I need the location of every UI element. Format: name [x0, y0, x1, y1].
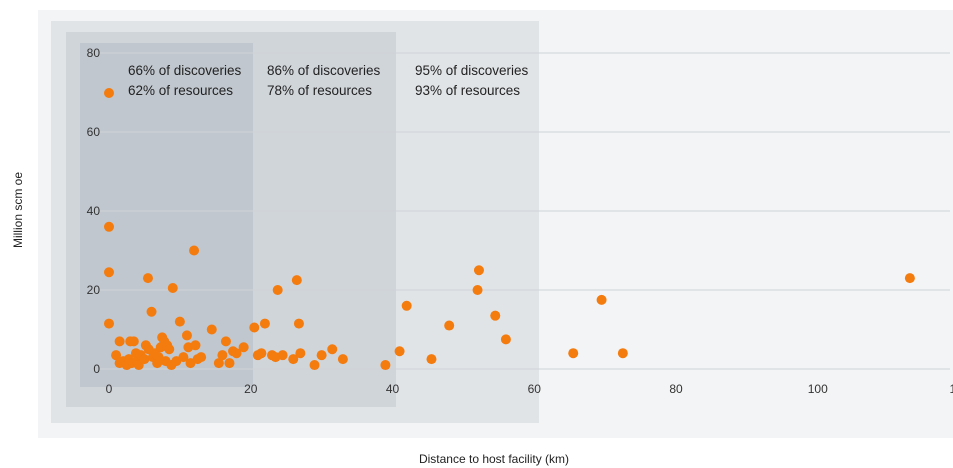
data-point — [291, 275, 302, 286]
data-point — [316, 350, 327, 361]
y-tick-label: 0 — [93, 362, 100, 376]
annotation-resources: 62% of resources — [128, 83, 233, 98]
x-tick-label: 40 — [386, 382, 400, 396]
x-tick-label: 80 — [669, 382, 683, 396]
cumulative-distance-bands — [51, 21, 539, 423]
x-tick-label: 120 — [949, 382, 953, 396]
gridlines — [100, 52, 950, 370]
data-point — [213, 358, 224, 369]
data-point — [206, 324, 217, 335]
annotation-resources: 93% of resources — [415, 83, 520, 98]
x-axis-label: Distance to host facility (km) — [419, 452, 569, 466]
legend-marker — [104, 88, 114, 98]
data-point — [426, 354, 437, 365]
data-point — [224, 358, 235, 369]
data-point — [259, 318, 270, 329]
annotation-discoveries: 66% of discoveries — [128, 63, 242, 78]
x-tick-label: 0 — [106, 382, 113, 396]
data-point — [167, 283, 178, 294]
data-point — [181, 330, 192, 341]
x-tick-label: 20 — [244, 382, 258, 396]
data-point — [178, 352, 189, 363]
data-point — [293, 318, 304, 329]
data-point — [111, 350, 122, 361]
x-tick-label: 100 — [808, 382, 828, 396]
data-point — [617, 348, 628, 359]
data-point — [904, 273, 915, 284]
y-axis-label: Million scm oe — [11, 172, 25, 248]
data-point — [596, 294, 607, 305]
data-point — [231, 348, 242, 359]
data-point — [217, 350, 228, 361]
data-point — [473, 265, 484, 276]
data-point — [114, 336, 125, 347]
data-point — [380, 360, 391, 371]
annotation-resources: 78% of resources — [267, 83, 372, 98]
data-point — [394, 346, 405, 357]
data-point — [104, 318, 114, 329]
data-point — [288, 354, 299, 365]
y-tick-label: 80 — [87, 46, 101, 60]
data-point — [249, 322, 260, 333]
data-point — [146, 306, 157, 317]
y-tick-label: 20 — [87, 283, 101, 297]
data-point — [128, 336, 139, 347]
data-point — [174, 316, 185, 327]
x-tick-label: 60 — [528, 382, 542, 396]
y-axis-ticks: 0 20 40 60 80 — [87, 46, 101, 376]
data-point — [256, 348, 267, 359]
data-point — [238, 342, 249, 353]
data-point — [104, 221, 114, 232]
y-tick-label: 60 — [87, 125, 101, 139]
data-point — [142, 273, 153, 284]
x-axis-ticks: 0 20 40 60 80 100 120 — [106, 382, 953, 396]
data-point — [337, 354, 348, 365]
data-point — [220, 336, 231, 347]
data-point — [189, 245, 200, 256]
band-60km — [80, 43, 253, 387]
y-tick-label: 40 — [87, 204, 101, 218]
data-point — [295, 348, 306, 359]
data-point — [500, 334, 511, 345]
data-point — [190, 340, 201, 351]
data-point — [164, 344, 175, 355]
data-point — [139, 354, 150, 365]
data-point — [490, 310, 501, 321]
annotation-discoveries: 95% of discoveries — [415, 63, 529, 78]
data-point — [401, 300, 412, 311]
data-point — [568, 348, 579, 359]
data-point — [196, 352, 207, 363]
annotation-discoveries: 86% of discoveries — [267, 63, 381, 78]
data-point — [272, 285, 283, 295]
data-point — [472, 285, 483, 295]
data-point — [444, 320, 455, 331]
data-points — [104, 221, 915, 371]
data-point — [277, 350, 288, 361]
band-annotations: 66% of discoveries 62% of resources 86% of… — [128, 63, 529, 98]
data-point — [327, 344, 338, 355]
data-point — [104, 267, 114, 278]
data-point — [309, 360, 320, 371]
